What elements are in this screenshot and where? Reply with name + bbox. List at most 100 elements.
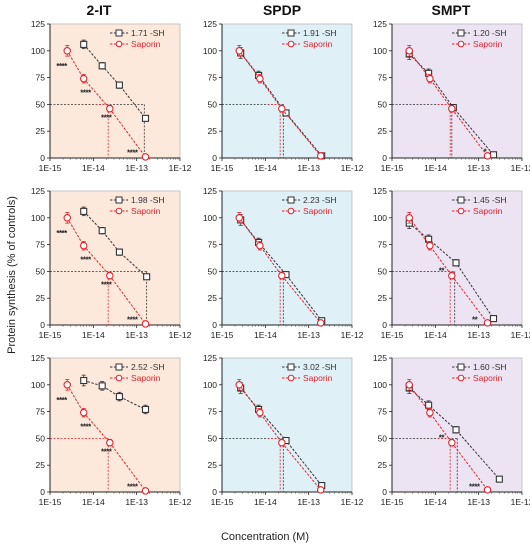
panel-2it-row1-x-tick-label: 1E-15 (39, 163, 62, 173)
panel-2it-row3: 0 25 50 75 100 125 1E-15 1E-14 1E-13 1E-12 2.52 -S… (31, 353, 192, 507)
panel-2it-row2-y-tick-label: 0 (40, 320, 45, 330)
panel-spdp-row3-saporin-point (256, 408, 264, 417)
panel-smpt-row3-saporin-point (483, 486, 492, 494)
panel-smpt-row3-saporin-point (426, 408, 434, 417)
panel-2it-row2-saporin-legend-label: Saporin (131, 206, 161, 216)
panel-smpt-row1-y-tick-label: 25 (378, 126, 388, 136)
panel-smpt-row2-conjugate-legend-marker (457, 196, 465, 204)
panel-2it-row1-conjugate-legend-label: 1.71 -SH (131, 28, 165, 38)
panel-smpt-row3-saporin-legend-label: Saporin (473, 373, 503, 383)
panel-spdp-row3-saporin-point (235, 381, 243, 389)
x-axis-label: Concentration (M) (221, 531, 309, 543)
panel-spdp-row1-x-tick-label: 1E-13 (297, 163, 320, 173)
panel-smpt-row2-significance-mark: ** (439, 266, 446, 275)
panel-spdp-row1-saporin-curve (238, 50, 322, 157)
panel-2it-row2-saporin-point (79, 241, 88, 250)
panel-smpt-row2-x-tick-label: 1E-15 (381, 330, 404, 340)
panel-2it-row2-x-tick-label: 1E-12 (169, 330, 192, 340)
panel-smpt-row1-y-tick-label: 0 (382, 153, 387, 163)
panel-2it-row2-significance-mark: **** (127, 316, 139, 325)
panel-smpt-row2: 0 25 50 75 100 125 1E-15 1E-14 1E-13 1E-12 1.45 -S… (373, 186, 530, 340)
panel-2it-row1-saporin-legend-marker (115, 40, 123, 48)
panel-smpt-row3-x-tick-label: 1E-14 (424, 497, 447, 507)
panel-2it-row3-saporin-point (141, 487, 150, 495)
panel-2it-row3-x-tick-label: 1E-12 (169, 497, 192, 507)
panel-spdp-row3-saporin-legend-marker (287, 374, 295, 382)
panel-2it-row3-conjugate-point (141, 405, 150, 414)
panel-2it-row3-saporin-point (106, 438, 114, 447)
panel-smpt-row3-x-tick-label: 1E-13 (467, 497, 490, 507)
panel-spdp-row3-saporin-point (316, 486, 325, 494)
panel-spdp-row2-saporin-legend-marker (287, 207, 295, 215)
panel-spdp-row3-x-tick-label: 1E-12 (341, 497, 364, 507)
panel-spdp-row3-y-tick-label: 0 (212, 487, 217, 497)
panel-2it-row1-conjugate-legend-marker (115, 29, 123, 37)
panel-smpt-row2-x-tick-label: 1E-12 (511, 330, 530, 340)
panel-2it-row3-significance-mark: **** (101, 447, 113, 456)
panel-smpt-row1-significance-mark: * (484, 148, 488, 157)
panel-smpt-row1-y-tick-label: 50 (378, 99, 388, 109)
panel-smpt-row1-conjugate-legend-marker (457, 29, 465, 37)
panel-spdp-row1-conjugate-point (282, 109, 290, 117)
panel-smpt-row2-saporin-legend-label: Saporin (473, 206, 503, 216)
panel-2it-row1-y-tick-label: 100 (31, 46, 45, 56)
panel-spdp-row3-saporin-point (278, 438, 286, 447)
panel-2it-row1-significance-mark: **** (127, 149, 139, 158)
panel-spdp-row1-x-tick-label: 1E-14 (254, 163, 277, 173)
panel-smpt-row2-background (391, 190, 523, 326)
panel-smpt-row2-saporin-point (405, 214, 413, 222)
panel-spdp-row3-conjugate-legend-marker (287, 363, 295, 371)
panel-2it-row3-significance-mark: **** (127, 483, 139, 492)
panel-smpt-row2-conjugate-point (452, 259, 460, 267)
panel-spdp-row3-conjugate-legend-label: 3.02 -SH (303, 362, 337, 372)
panel-smpt-row2-y-tick-label: 125 (373, 186, 387, 196)
panel-spdp-row1-saporin-point (316, 152, 325, 160)
panel-spdp-row2: 0 25 50 75 100 125 1E-15 1E-14 1E-13 1E-12 2.23 -S… (203, 186, 364, 340)
panel-2it-row2-saporin-point (106, 271, 114, 280)
panel-2it-row1-x-tick-label: 1E-14 (82, 163, 105, 173)
panel-smpt-row3-y-tick-label: 25 (378, 460, 388, 470)
panel-smpt-row2-saporin-legend-marker (457, 207, 465, 215)
panel-2it-row3-x-tick-label: 1E-13 (125, 497, 148, 507)
panel-2it-row1-significance-mark: **** (101, 113, 113, 122)
panel-spdp-row2-y-tick-label: 0 (212, 320, 217, 330)
panel-2it-row1-saporin-point (106, 104, 114, 113)
panel-2it-row1-saporin-curve (66, 50, 146, 158)
panel-spdp-row2-y-tick-label: 25 (208, 293, 218, 303)
panel-smpt-row2-saporin-point (426, 241, 434, 250)
panel-2it-row3-y-tick-label: 50 (36, 433, 46, 443)
panel-smpt-row2-saporin-point (483, 319, 492, 327)
panel-2it-row3-x-tick-label: 1E-15 (39, 497, 62, 507)
panel-smpt-row2-saporin-curve (408, 217, 488, 324)
panel-spdp-row2-x-tick-label: 1E-12 (341, 330, 364, 340)
panel-2it-row1-significance-mark: **** (80, 89, 92, 98)
column-title-smpt: SMPT (432, 2, 471, 18)
panel-smpt-row3-saporin-legend-marker (457, 374, 465, 382)
panel-smpt-row2-saporin-point (448, 271, 456, 280)
panel-smpt-row2-y-tick-label: 25 (378, 293, 388, 303)
panel-smpt-row2-significance-mark: ** (472, 316, 479, 325)
panel-spdp-row2-y-tick-label: 50 (208, 266, 218, 276)
panel-2it-row1-saporin-point (79, 74, 88, 83)
panel-spdp-row3-x-tick-label: 1E-15 (211, 497, 234, 507)
panel-spdp-row1-y-tick-label: 25 (208, 126, 218, 136)
panel-spdp-row2-x-tick-label: 1E-15 (211, 330, 234, 340)
panel-2it-row2-x-tick-label: 1E-13 (125, 330, 148, 340)
panel-smpt-row3-x-tick-label: 1E-12 (511, 497, 530, 507)
panel-spdp-row3-x-tick-label: 1E-14 (254, 497, 277, 507)
panel-smpt-row3-x-tick-label: 1E-15 (381, 497, 404, 507)
panel-spdp-row1-saporin-legend-label: Saporin (303, 39, 333, 49)
panel-smpt-row3-saporin-point (405, 381, 413, 389)
panel-spdp-row1-saporin-point (235, 47, 243, 55)
panel-spdp-row2-saporin-point (235, 214, 243, 222)
panel-smpt-row3-y-tick-label: 75 (378, 407, 388, 417)
panel-spdp-row3-x-tick-label: 1E-13 (297, 497, 320, 507)
panel-smpt-row3-conjugate-curve (408, 387, 500, 480)
panel-2it-row2-x-tick-label: 1E-15 (39, 330, 62, 340)
panel-smpt-row2-x-tick-label: 1E-13 (467, 330, 490, 340)
panel-2it-row3-conjugate-curve (83, 380, 146, 410)
panel-spdp-row3-y-tick-label: 25 (208, 460, 218, 470)
panel-spdp-row2-x-tick-label: 1E-13 (297, 330, 320, 340)
panel-2it-row3-saporin-point (63, 381, 71, 389)
